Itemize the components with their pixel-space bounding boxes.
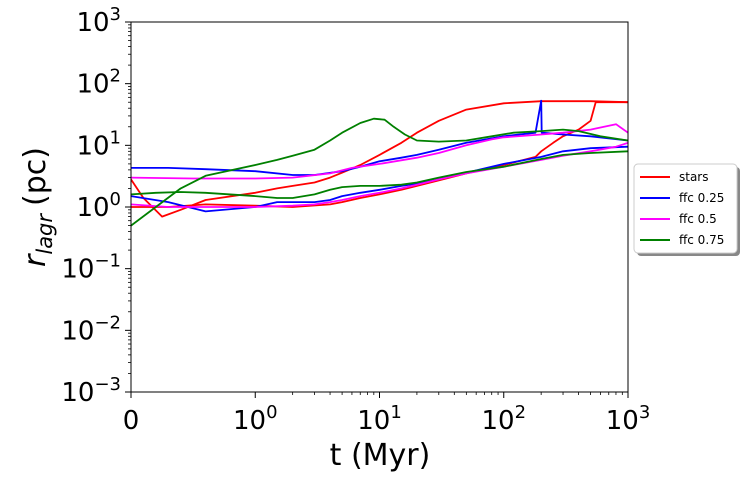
- y-tick-label-exp: −2: [94, 312, 121, 333]
- y-tick-label-exp: −1: [94, 251, 121, 272]
- x-tick-label: 102: [481, 402, 526, 436]
- x-tick-label: 100: [233, 402, 278, 436]
- x-tick-label-base: 10: [606, 406, 639, 436]
- y-tick-label-base: 10: [61, 255, 94, 285]
- series-line-ffc-0-75: [131, 117, 628, 227]
- y-tick-label-base: 10: [61, 378, 94, 408]
- y-tick-label-exp: 3: [110, 4, 121, 25]
- y-tick-label-base: 10: [76, 131, 109, 161]
- y-axis-label-unit: (pc): [18, 147, 53, 206]
- legend-label: stars: [679, 170, 709, 184]
- x-tick-label-exp: 1: [390, 402, 401, 423]
- x-tick-label-base: 0: [123, 406, 140, 436]
- y-tick-label: 101: [76, 127, 121, 161]
- series-line-ffc-0-25: [131, 99, 628, 176]
- y-tick-label-base: 10: [61, 316, 94, 346]
- y-tick-label-base: 10: [76, 70, 109, 100]
- y-axis-label: rlagr (pc): [18, 147, 57, 267]
- x-axis-label: t (Myr): [330, 438, 431, 473]
- x-tick-label: 101: [357, 402, 402, 436]
- series-line-ffc-0-5: [131, 123, 628, 180]
- y-axis-label-main: r: [18, 253, 53, 267]
- y-tick-label: 103: [76, 4, 121, 38]
- x-tick-label-base: 10: [481, 406, 514, 436]
- legend-label: ffc 0.75: [679, 233, 724, 247]
- series-layer: [131, 99, 628, 227]
- legend-items: stars ffc 0.25 ffc 0.5 ffc 0.75: [640, 170, 724, 247]
- x-tick-label-base: 10: [233, 406, 266, 436]
- y-tick-label-exp: 0: [110, 189, 121, 210]
- x-tick-label: 103: [606, 402, 651, 436]
- x-tick-label-exp: 2: [515, 402, 526, 423]
- legend-box: [633, 163, 738, 254]
- y-tick-label-exp: −3: [94, 374, 121, 395]
- y-tick-label-base: 10: [76, 8, 109, 38]
- y-tick-label-base: 10: [76, 193, 109, 223]
- x-tick-label-exp: 3: [639, 402, 650, 423]
- x-tick-label: 0: [123, 406, 140, 436]
- y-tick-label: 102: [76, 66, 121, 100]
- x-tick-label-base: 10: [357, 406, 390, 436]
- y-tick-label-exp: 1: [110, 127, 121, 148]
- legend: stars ffc 0.25 ffc 0.5 ffc 0.75: [633, 163, 740, 256]
- series-line-ffc-0-75: [131, 150, 628, 199]
- y-tick-label: 10−1: [61, 251, 121, 285]
- y-tick-label-exp: 2: [110, 66, 121, 87]
- y-tick-label: 100: [76, 189, 121, 223]
- x-tick-label-exp: 0: [266, 402, 277, 423]
- y-axis-label-sub: lagr: [33, 213, 57, 255]
- y-tick-label: 10−3: [61, 374, 121, 408]
- legend-label: ffc 0.25: [679, 191, 724, 205]
- legend-label: ffc 0.5: [679, 212, 717, 226]
- y-tick-label: 10−2: [61, 312, 121, 346]
